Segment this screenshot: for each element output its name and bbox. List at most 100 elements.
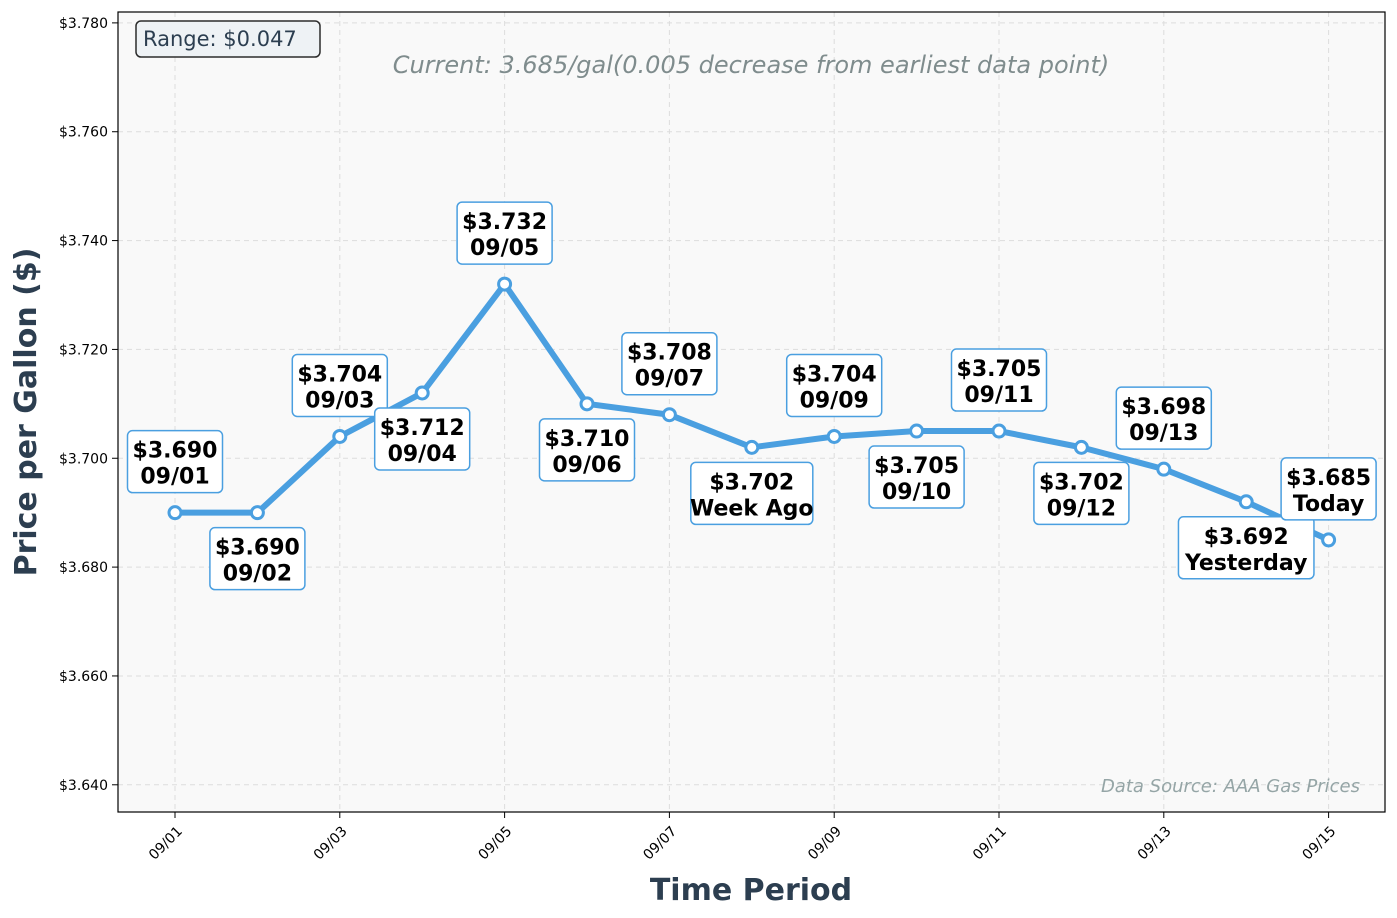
- point-label-date: 09/01: [140, 465, 209, 490]
- point-label-box: [373, 407, 471, 471]
- point-label-box: [1177, 516, 1315, 580]
- point-label-date: 09/04: [388, 442, 457, 467]
- point-label-price: $3.698: [1121, 395, 1206, 420]
- data-source-note: Data Source: AAA Gas Prices: [1101, 776, 1360, 797]
- point-label-price: $3.712: [380, 416, 465, 441]
- point-label-date: 09/13: [1129, 421, 1198, 446]
- y-axis-ticks: $3.640 $3.660 $3.680 $3.700 $3.720 $3.740 $3.7…: [59, 16, 118, 794]
- data-point: [661, 407, 677, 423]
- y-tick-label: $3.720: [59, 342, 108, 358]
- y-tick-label: $3.740: [59, 234, 108, 250]
- point-label-price: $3.690: [215, 536, 300, 561]
- plot-frame: [117, 11, 1386, 813]
- point-label-price: $3.705: [957, 357, 1042, 382]
- point-label-box: [621, 331, 718, 396]
- point-label-price: $3.708: [627, 341, 712, 366]
- point-label-box: [690, 461, 814, 526]
- point-label-date: 09/09: [800, 388, 869, 413]
- y-axis-title: Price per Gallon ($): [9, 248, 44, 577]
- point-label-date: Yesterday: [1184, 551, 1307, 576]
- data-point: [1073, 439, 1089, 455]
- current-price-note: Current: 3.685/gal(0.005 decrease from e…: [393, 51, 1110, 79]
- range-text: Range: $0.047: [143, 27, 297, 51]
- point-label-price: $3.702: [709, 470, 794, 495]
- point-label-price: $3.710: [545, 427, 630, 452]
- y-tick-label: $3.700: [59, 451, 108, 467]
- point-label-date: 09/03: [305, 388, 374, 413]
- point-label-date: 09/05: [470, 236, 539, 261]
- y-tick-label: $3.680: [59, 560, 108, 576]
- point-label-box: [538, 418, 636, 482]
- point-label-price: $3.702: [1039, 470, 1124, 495]
- x-tick-label: 09/03: [311, 824, 351, 864]
- point-label-box: [868, 445, 965, 509]
- range-box: Range: $0.047: [135, 20, 321, 58]
- y-tick-label: $3.640: [59, 778, 108, 794]
- data-point: [1156, 461, 1172, 477]
- x-tick-label: 09/05: [476, 824, 516, 864]
- y-tick-label: $3.760: [59, 125, 108, 141]
- point-annotations: $3.69009/01$3.69009/02$3.70409/03$3.7120…: [126, 201, 1377, 591]
- data-point: [991, 423, 1007, 439]
- point-label-date: 09/11: [964, 383, 1033, 408]
- point-label-date: 09/12: [1047, 496, 1116, 521]
- point-label-date: 09/07: [635, 367, 704, 392]
- point-label-price: $3.704: [297, 362, 382, 387]
- x-axis-ticks: 09/01 09/03 09/05 09/07 09/09 09/11 09/13 09/15: [146, 812, 1339, 863]
- data-point: [1321, 532, 1337, 548]
- point-label-box: [785, 353, 883, 418]
- data-point: [744, 439, 760, 455]
- point-label-date: Week Ago: [690, 496, 814, 521]
- x-tick-label: 09/07: [640, 824, 680, 864]
- point-label-date: 09/10: [882, 480, 951, 505]
- point-label-price: $3.685: [1286, 466, 1371, 491]
- point-label-box: [456, 201, 553, 265]
- point-label-box: [126, 429, 224, 494]
- data-point: [332, 428, 348, 444]
- x-axis-title: Time Period: [650, 873, 852, 908]
- data-point: [167, 505, 183, 521]
- data-point: [497, 276, 513, 292]
- data-point: [249, 505, 265, 521]
- point-label-price: $3.732: [462, 210, 547, 235]
- data-point: [579, 396, 595, 412]
- x-tick-label: 09/01: [146, 824, 186, 864]
- x-tick-label: 09/11: [970, 824, 1010, 864]
- point-label-date: 09/06: [552, 453, 621, 478]
- data-point: [909, 423, 925, 439]
- point-label-date: Today: [1293, 492, 1364, 517]
- point-label-box: [209, 526, 306, 591]
- point-label-box: [1115, 386, 1213, 450]
- point-label-box: [1033, 461, 1130, 526]
- point-label-price: $3.692: [1204, 525, 1289, 550]
- data-point: [826, 428, 842, 444]
- data-point: [414, 385, 430, 401]
- point-label-box: [950, 348, 1048, 412]
- price-series: [167, 276, 1337, 548]
- point-label-price: $3.705: [874, 454, 959, 479]
- y-tick-label: $3.780: [59, 16, 108, 32]
- point-label-date: 09/02: [223, 562, 292, 587]
- data-point: [1238, 494, 1254, 510]
- x-tick-label: 09/09: [805, 824, 845, 864]
- x-tick-label: 09/13: [1135, 824, 1175, 864]
- point-label-box: [291, 353, 389, 418]
- x-tick-label: 09/15: [1300, 824, 1340, 864]
- point-label-price: $3.690: [133, 439, 218, 464]
